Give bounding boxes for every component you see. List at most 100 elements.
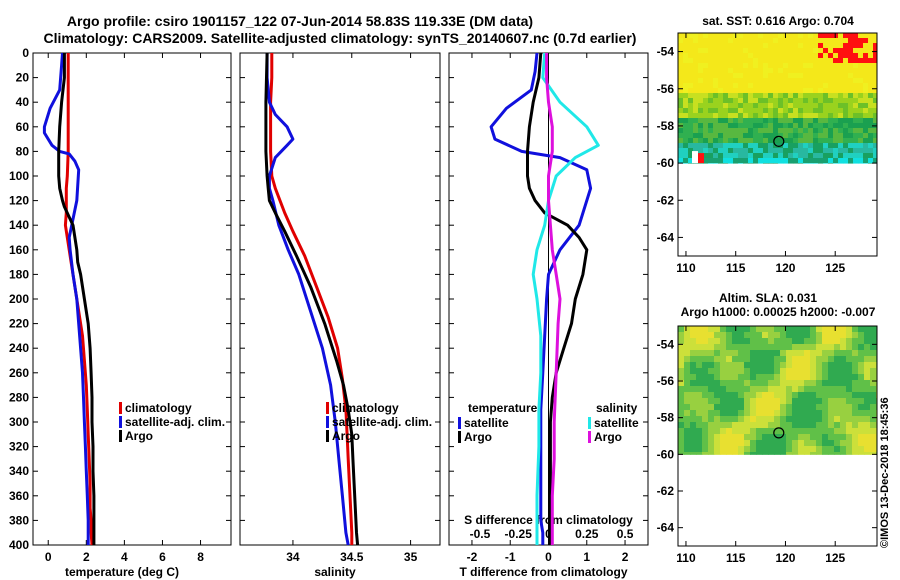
map-cell (828, 410, 835, 417)
map-cell (728, 128, 734, 134)
map-cell (834, 350, 841, 357)
map-cell (853, 113, 859, 119)
map-cell (723, 143, 729, 149)
map-cell (853, 93, 859, 99)
map-cell (803, 53, 809, 59)
map-cell (828, 386, 835, 393)
map-cell (783, 98, 789, 104)
map-cell (758, 63, 764, 69)
map-cell (698, 163, 704, 164)
map-cell (683, 48, 689, 54)
map-cell (774, 446, 781, 453)
map-cell (744, 350, 751, 357)
x-axis-label: T difference from climatology (459, 565, 627, 579)
map-cell (743, 58, 749, 64)
x-tick-label: 34.5 (340, 550, 364, 564)
map-cell (780, 416, 787, 423)
map-cell (864, 446, 871, 453)
map-cell (756, 350, 763, 357)
map-cell (726, 368, 733, 375)
map-cell (768, 143, 774, 149)
map-cell (858, 48, 864, 54)
map-cell (793, 63, 799, 69)
map-cell (813, 78, 819, 84)
map-cell (768, 133, 774, 139)
map-cell (834, 386, 841, 393)
map-cell (822, 404, 829, 411)
map-cell (738, 113, 744, 119)
map-cell (828, 374, 835, 381)
map-cell (728, 73, 734, 79)
map-cell (678, 153, 684, 159)
map-cell (714, 338, 721, 345)
map-cell (793, 108, 799, 114)
map-cell (708, 404, 715, 411)
x-tick-label: -1 (505, 550, 516, 564)
map-cell (738, 434, 745, 441)
map-cell (748, 163, 754, 164)
map-cell (798, 108, 804, 114)
map-cell (678, 452, 685, 455)
map-cell (708, 58, 714, 64)
map-cell (818, 38, 824, 44)
lat-tick-label: -58 (657, 411, 675, 425)
map-cell (840, 386, 847, 393)
map-cell (816, 398, 823, 405)
map-cell (828, 68, 834, 74)
map-cell (708, 398, 715, 405)
map-cell (728, 48, 734, 54)
map-cell (783, 113, 789, 119)
map-cell (758, 108, 764, 114)
map-cell (828, 133, 834, 139)
map-cell (798, 326, 805, 333)
map-cell (822, 434, 829, 441)
map-cell (708, 118, 714, 124)
map-cell (816, 338, 823, 345)
map-cell (813, 133, 819, 139)
map-cell (728, 88, 734, 94)
map-cell (798, 58, 804, 64)
map-cell (762, 326, 769, 333)
map-cell (783, 53, 789, 59)
map-cell (714, 434, 721, 441)
map-cell (834, 374, 841, 381)
sst-map: sat. SST: 0.616 Argo: 0.704 -54-56-58-60… (657, 14, 878, 275)
map-cell (833, 83, 839, 89)
map-cell (693, 143, 699, 149)
map-cell (753, 53, 759, 59)
map-cell (868, 153, 874, 159)
map-cell (788, 143, 794, 149)
map-cell (743, 138, 749, 144)
map-cell (696, 356, 703, 363)
map-cell (783, 133, 789, 139)
map-cell (714, 446, 721, 453)
map-cell (744, 422, 751, 429)
map-cell (828, 118, 834, 124)
map-cell (853, 128, 859, 134)
map-cell (678, 113, 684, 119)
map-cell (788, 163, 794, 164)
map-cell (783, 153, 789, 159)
map-cell (798, 133, 804, 139)
map-cell (804, 404, 811, 411)
map-cell (738, 128, 744, 134)
map-cell (768, 380, 775, 387)
map-cell (696, 398, 703, 405)
map-cell (753, 103, 759, 109)
map-cell (810, 332, 817, 339)
map-cell (733, 138, 739, 144)
map-cell (738, 53, 744, 59)
map-cell (688, 43, 694, 49)
map-cell (810, 326, 817, 333)
map-cell (864, 350, 871, 357)
map-cell (868, 33, 874, 39)
map-cell (783, 128, 789, 134)
map-cell (848, 133, 854, 139)
map-cell (833, 93, 839, 99)
map-cell (864, 380, 871, 387)
map-cell (684, 404, 691, 411)
map-cell (750, 404, 757, 411)
series-line-salinity-satellite (531, 52, 600, 545)
x-tick-label: 2 (622, 550, 629, 564)
map-cell (678, 38, 684, 44)
